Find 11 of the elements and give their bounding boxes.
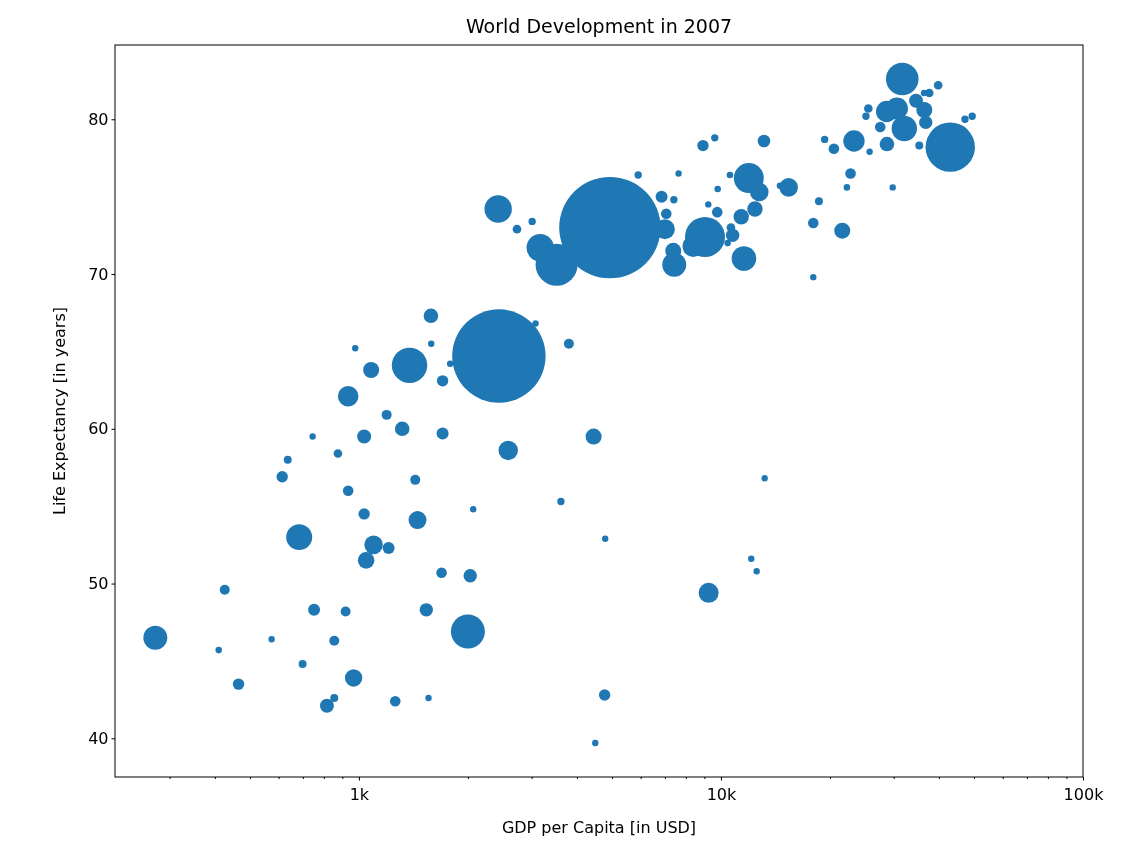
- y-tick-label: 40: [88, 728, 109, 748]
- y-tick-label: 80: [88, 109, 109, 129]
- x-tick-label: 10k: [706, 784, 737, 804]
- x-tick-label: 100k: [1063, 784, 1105, 804]
- x-axis-title: GDP per Capita [in USD]: [501, 818, 697, 837]
- chart-title: World Development in 2007: [465, 15, 733, 37]
- y-tick-label: 50: [88, 574, 109, 594]
- y-tick-label: 70: [88, 264, 109, 284]
- y-tick-label: 60: [88, 419, 109, 439]
- y-axis-title: Life Expectancy [in years]: [50, 306, 69, 516]
- x-tick-label: 1k: [349, 784, 370, 804]
